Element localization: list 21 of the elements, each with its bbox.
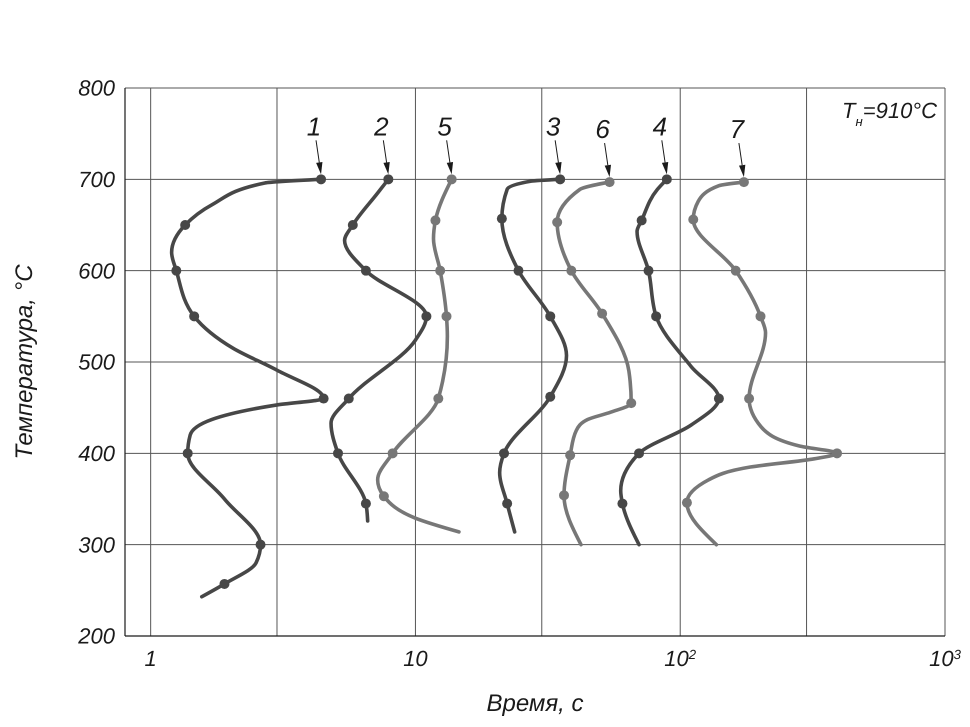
series-label: 1 xyxy=(306,111,322,142)
series-label: 2 xyxy=(373,111,390,142)
series-label: 4 xyxy=(652,111,668,142)
y-tick-label: 700 xyxy=(78,167,116,192)
y-tick-label: 600 xyxy=(78,258,116,284)
y-tick-label: 300 xyxy=(78,532,116,558)
y-axis-title: Температура, °C xyxy=(11,264,38,460)
series-label: 5 xyxy=(437,111,452,142)
series-label: 6 xyxy=(595,114,610,144)
x-tick-label: 10$^{2}$ xyxy=(664,646,697,671)
x-tick-label: 10 xyxy=(403,646,428,671)
x-tick-label: 1 xyxy=(144,646,157,671)
annotation: T$_{н}$=910°C xyxy=(842,98,938,128)
series-label: 3 xyxy=(546,111,561,142)
x-axis-title: Время, с xyxy=(486,690,584,717)
y-tick-label: 200 xyxy=(77,624,116,649)
series-label: 7 xyxy=(730,114,746,144)
y-tick-label: 500 xyxy=(78,350,116,375)
y-tick-label: 800 xyxy=(78,76,116,101)
y-tick-label: 400 xyxy=(78,441,116,466)
x-tick-label: 10$^{3}$ xyxy=(929,646,962,671)
